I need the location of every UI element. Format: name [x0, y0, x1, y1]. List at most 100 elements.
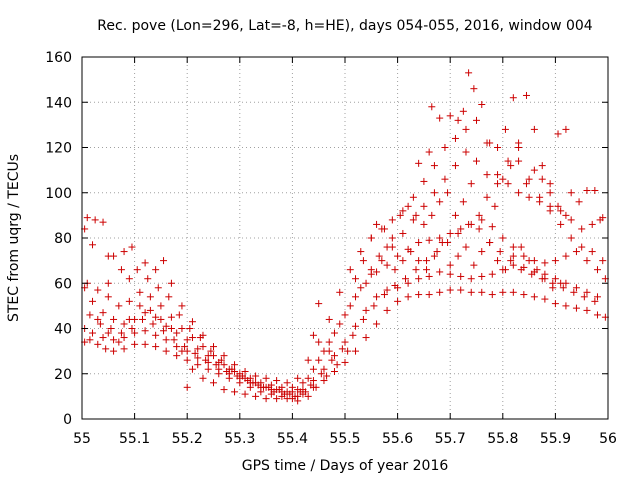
data-point — [94, 340, 102, 348]
data-point — [380, 291, 388, 299]
data-point — [141, 327, 149, 335]
data-point — [131, 340, 139, 348]
data-point — [373, 293, 381, 301]
data-point — [157, 302, 165, 310]
data-point — [357, 284, 365, 292]
y-axis-ticks: 0 20 40 60 80 100 120 140 160 — [45, 50, 608, 428]
data-point — [486, 239, 494, 247]
data-point — [188, 334, 196, 342]
data-point — [304, 374, 312, 382]
data-point — [249, 379, 257, 387]
data-point — [488, 223, 496, 231]
x-tick-label: 55.8 — [487, 431, 518, 447]
data-point — [152, 313, 160, 321]
data-point — [591, 186, 599, 194]
data-point — [415, 239, 423, 247]
data-point — [557, 207, 565, 215]
data-point — [572, 304, 580, 312]
data-point — [125, 297, 133, 305]
data-point — [578, 225, 586, 233]
data-point — [383, 243, 391, 251]
y-tick-label: 100 — [45, 186, 72, 202]
x-tick-label: 55.5 — [329, 431, 360, 447]
data-point — [128, 325, 136, 332]
data-point — [89, 329, 97, 337]
data-point — [551, 257, 559, 265]
data-point — [207, 347, 215, 355]
data-point — [146, 306, 154, 314]
data-point — [120, 334, 128, 342]
data-point — [559, 284, 567, 292]
data-point — [525, 193, 533, 201]
data-point — [89, 297, 97, 305]
data-point — [183, 336, 191, 344]
data-point — [467, 288, 475, 296]
data-point — [231, 361, 239, 369]
data-point — [178, 325, 186, 332]
data-point — [538, 162, 546, 170]
x-tick-label: 55 — [73, 431, 91, 447]
data-point — [467, 275, 475, 283]
data-point — [370, 302, 378, 310]
data-point — [465, 220, 473, 228]
data-point — [515, 157, 523, 165]
data-point — [415, 159, 423, 167]
data-point — [317, 370, 325, 378]
data-point — [415, 257, 423, 265]
data-point — [567, 189, 575, 197]
data-point — [436, 114, 444, 122]
data-point — [323, 372, 331, 380]
data-point — [325, 338, 333, 346]
data-point — [388, 234, 396, 242]
y-tick-label: 60 — [54, 276, 72, 292]
data-point — [451, 162, 459, 170]
data-point — [362, 306, 370, 314]
data-point — [204, 365, 212, 373]
data-point — [546, 207, 554, 215]
data-point — [275, 386, 283, 394]
data-point — [359, 257, 367, 265]
data-point — [509, 252, 517, 260]
data-point — [428, 211, 436, 219]
data-point — [520, 291, 528, 299]
data-point — [94, 286, 102, 294]
data-point — [167, 279, 175, 287]
data-point — [407, 248, 415, 256]
data-point — [541, 295, 549, 303]
data-point — [430, 162, 438, 170]
y-tick-label: 140 — [45, 95, 72, 111]
data-point — [99, 309, 107, 317]
data-point — [446, 261, 454, 269]
data-point — [457, 225, 465, 233]
data-point — [344, 347, 352, 355]
data-point — [383, 261, 391, 269]
x-tick-label: 55.4 — [277, 431, 308, 447]
data-point — [515, 189, 523, 197]
data-points — [81, 69, 609, 405]
data-point — [152, 343, 160, 351]
data-point — [436, 268, 444, 276]
data-point — [194, 345, 202, 353]
x-tick-label: 55.1 — [119, 431, 150, 447]
y-tick-label: 40 — [54, 322, 72, 338]
data-point — [488, 291, 496, 299]
data-point — [107, 325, 115, 332]
data-point — [441, 175, 449, 183]
data-point — [183, 356, 191, 364]
data-point — [367, 266, 375, 274]
data-point — [465, 69, 473, 77]
data-point — [199, 374, 207, 382]
x-tick-label: 55.7 — [435, 431, 466, 447]
data-point — [162, 322, 170, 330]
data-point — [394, 252, 402, 260]
data-point — [136, 288, 144, 296]
data-point — [378, 257, 386, 265]
data-point — [346, 302, 354, 310]
data-point — [181, 343, 189, 351]
data-point — [572, 284, 580, 292]
data-point — [104, 329, 112, 337]
data-point — [228, 365, 236, 373]
data-point — [173, 343, 181, 351]
data-point — [383, 286, 391, 294]
